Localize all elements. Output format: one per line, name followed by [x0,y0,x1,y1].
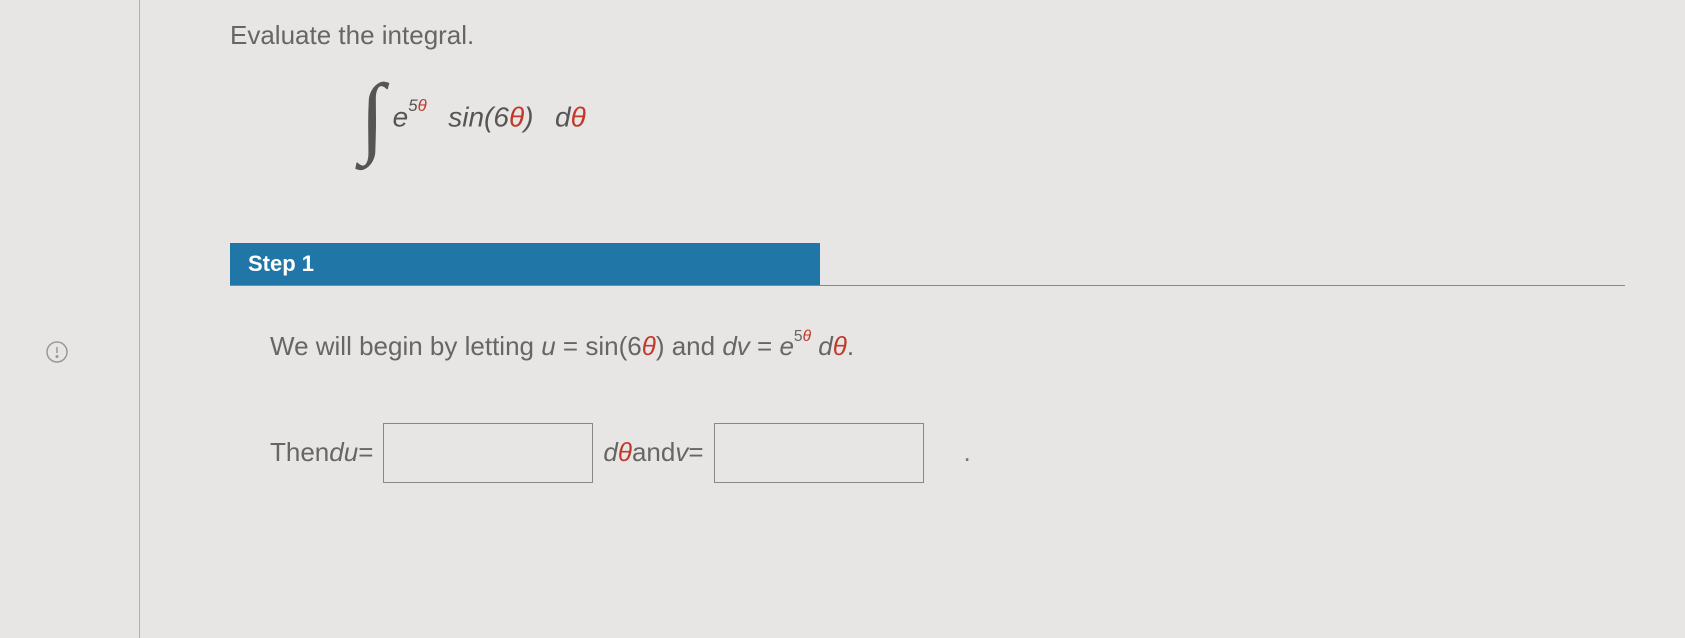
v-input[interactable] [714,423,924,483]
then-label: Then [270,437,329,468]
exponent: 5θ [408,96,426,115]
answer-row: Then du = dθ and v = . [270,423,1625,483]
integrand: e5θ sin(6θ) dθ [393,101,586,133]
du-input[interactable] [383,423,593,483]
v-label: v [675,437,688,468]
trig-func: sin [448,101,484,132]
step-header: Step 1 [230,243,820,285]
du-differential: dθ [603,437,632,468]
integral-expression: ∫ e5θ sin(6θ) dθ [360,81,1625,153]
prompt-text: Evaluate the integral. [230,20,1625,51]
step-divider [230,285,1625,286]
trailing-dot: . [964,437,971,468]
content-area: Evaluate the integral. ∫ e5θ sin(6θ) dθ … [140,0,1685,638]
differential: dθ [555,101,586,132]
step-line-1: We will begin by letting u = sin(6θ) and… [270,326,1625,368]
left-margin [0,0,140,638]
page-container: Evaluate the integral. ∫ e5θ sin(6θ) dθ … [0,0,1685,638]
hint-icon[interactable] [45,340,69,364]
du-label: du [329,437,358,468]
step-header-row: Step 1 [230,243,1625,286]
integral-symbol: ∫ [360,81,385,153]
step-body: We will begin by letting u = sin(6θ) and… [230,286,1625,483]
exp-base: e [393,101,409,132]
